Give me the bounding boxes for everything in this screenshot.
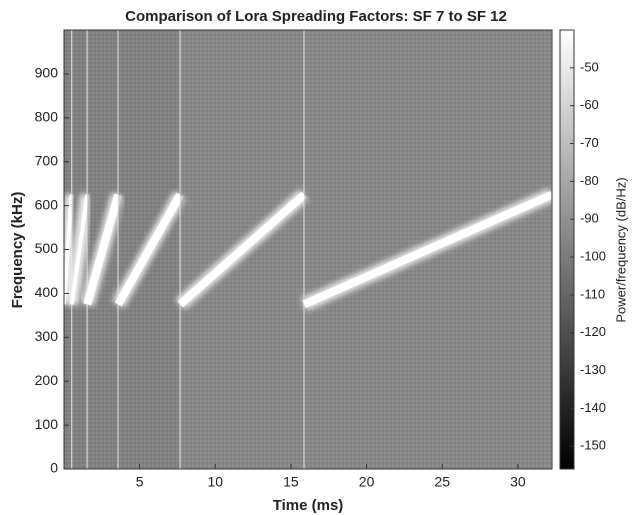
y-tick-label: 200: [35, 372, 59, 388]
y-tick-label: 800: [35, 109, 59, 125]
x-tick-label: 30: [510, 474, 526, 490]
colorbar-tick-label: -110: [580, 286, 605, 301]
y-tick-label: 900: [35, 65, 59, 81]
plot-content: [64, 30, 552, 469]
x-tick-label: 10: [208, 474, 224, 490]
y-tick-label: 300: [35, 328, 59, 344]
x-tick-label: 20: [359, 474, 375, 490]
colorbar: [559, 29, 575, 470]
colorbar-label: Power/frequency (dB/Hz): [613, 177, 628, 322]
y-tick-label: 0: [50, 460, 58, 476]
colorbar-tick-label: -130: [580, 362, 606, 377]
colorbar-tick-label: -120: [580, 324, 606, 339]
chirp: [69, 194, 90, 305]
colorbar-tick-label: -150: [580, 438, 606, 453]
y-tick-label: 500: [35, 240, 59, 256]
x-tick-label: 15: [283, 474, 299, 490]
colorbar-tick-label: -140: [580, 400, 606, 415]
x-tick-label: 25: [434, 474, 450, 490]
colorbar-tick-label: -90: [580, 211, 599, 226]
chirp: [302, 190, 552, 309]
colorbar-tick-label: -100: [580, 249, 606, 264]
colorbar-tick-label: -70: [580, 135, 599, 150]
y-axis-label: Frequency (kHz): [9, 192, 26, 309]
chirp: [83, 193, 123, 306]
colorbar-tick-label: -60: [580, 97, 599, 112]
y-tick-label: 700: [35, 152, 59, 168]
colorbar-tick-label: -50: [580, 59, 599, 74]
y-tick-label: 400: [35, 284, 59, 300]
y-tick-label: 100: [35, 416, 59, 432]
chirp: [177, 191, 307, 308]
chart-title: Comparison of Lora Spreading Factors: SF…: [125, 8, 507, 25]
y-tick-label: 600: [35, 196, 59, 212]
x-tick-label: 5: [136, 474, 144, 490]
chirp: [114, 192, 184, 307]
x-axis-label: Time (ms): [273, 497, 344, 514]
colorbar-tick-label: -80: [580, 173, 599, 188]
